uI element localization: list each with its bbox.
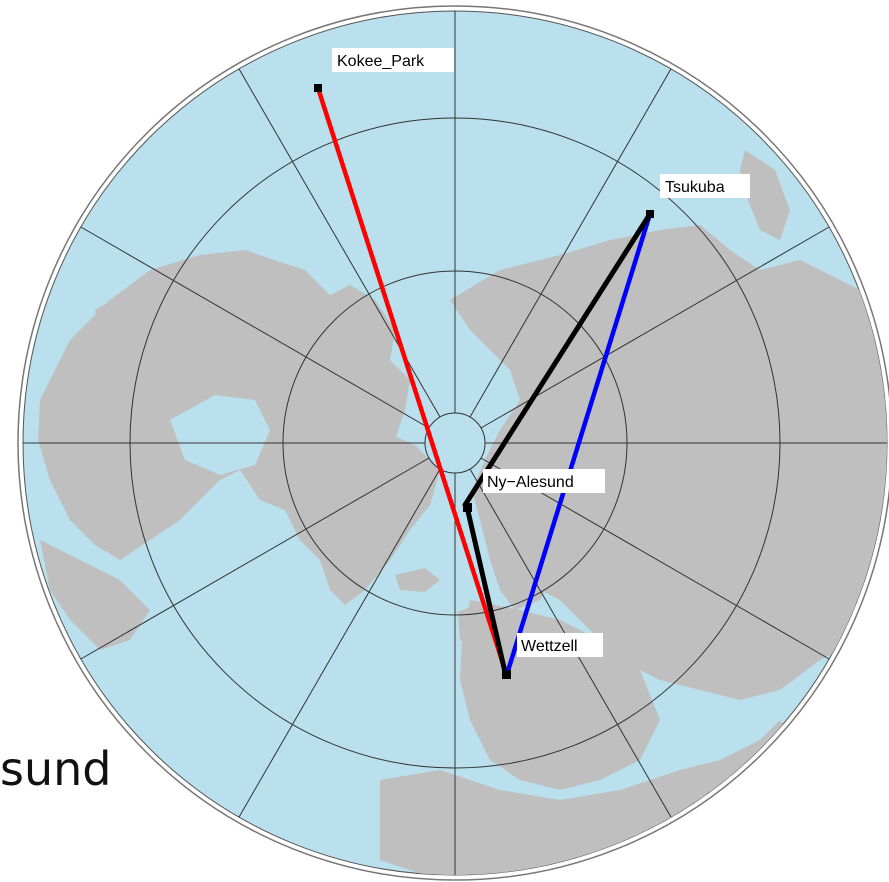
meridian-line (80, 457, 430, 660)
meridian-line (80, 226, 430, 429)
eurasia-landmass (450, 225, 887, 700)
greenland-landmass (310, 430, 440, 605)
label-bg-tsukuba (660, 174, 750, 198)
land-layer (38, 150, 887, 875)
kamchatka-landmass (740, 150, 790, 240)
station-marker-wettzell[interactable] (502, 670, 511, 679)
station-marker-tsukuba[interactable] (646, 210, 654, 218)
meridian-line (480, 226, 830, 429)
meridian-line (469, 68, 672, 418)
baseline-layer (315, 85, 653, 677)
alaska-landmass (95, 290, 160, 340)
hudson-bay (170, 395, 270, 475)
baseline-kokee-wettzell (315, 85, 509, 676)
station-label-kokee: Kokee_Park (337, 53, 425, 70)
label-bg-wettzell (517, 633, 603, 657)
baseline-tsukuba-nyalesund (462, 211, 653, 508)
meridians (23, 11, 887, 875)
meridian-line (238, 468, 441, 818)
baseline-nyalesund-wettzell (464, 504, 508, 675)
station-label-nyalesund: Ny−Alesund (487, 474, 574, 491)
label-bg-nyalesund (483, 469, 605, 493)
station-label-tsukuba: Tsukuba (665, 179, 725, 196)
station-label-wettzell: Wettzell (521, 638, 578, 655)
baseline-wettzell-tsukuba (504, 211, 653, 677)
iceland-landmass (395, 568, 440, 592)
central-america-landmass (40, 540, 150, 650)
station-marker-nyalesund[interactable] (463, 503, 472, 512)
label-bg-kokee (332, 48, 454, 72)
europe-landmass (460, 600, 660, 790)
station-marker-kokee[interactable] (314, 84, 322, 92)
label-layer: Kokee_Park Tsukuba Ny−Alesund Wettzell (332, 48, 750, 657)
station-layer (314, 84, 654, 679)
slide-partial-text: sund (0, 742, 112, 796)
british-isles (458, 604, 486, 650)
